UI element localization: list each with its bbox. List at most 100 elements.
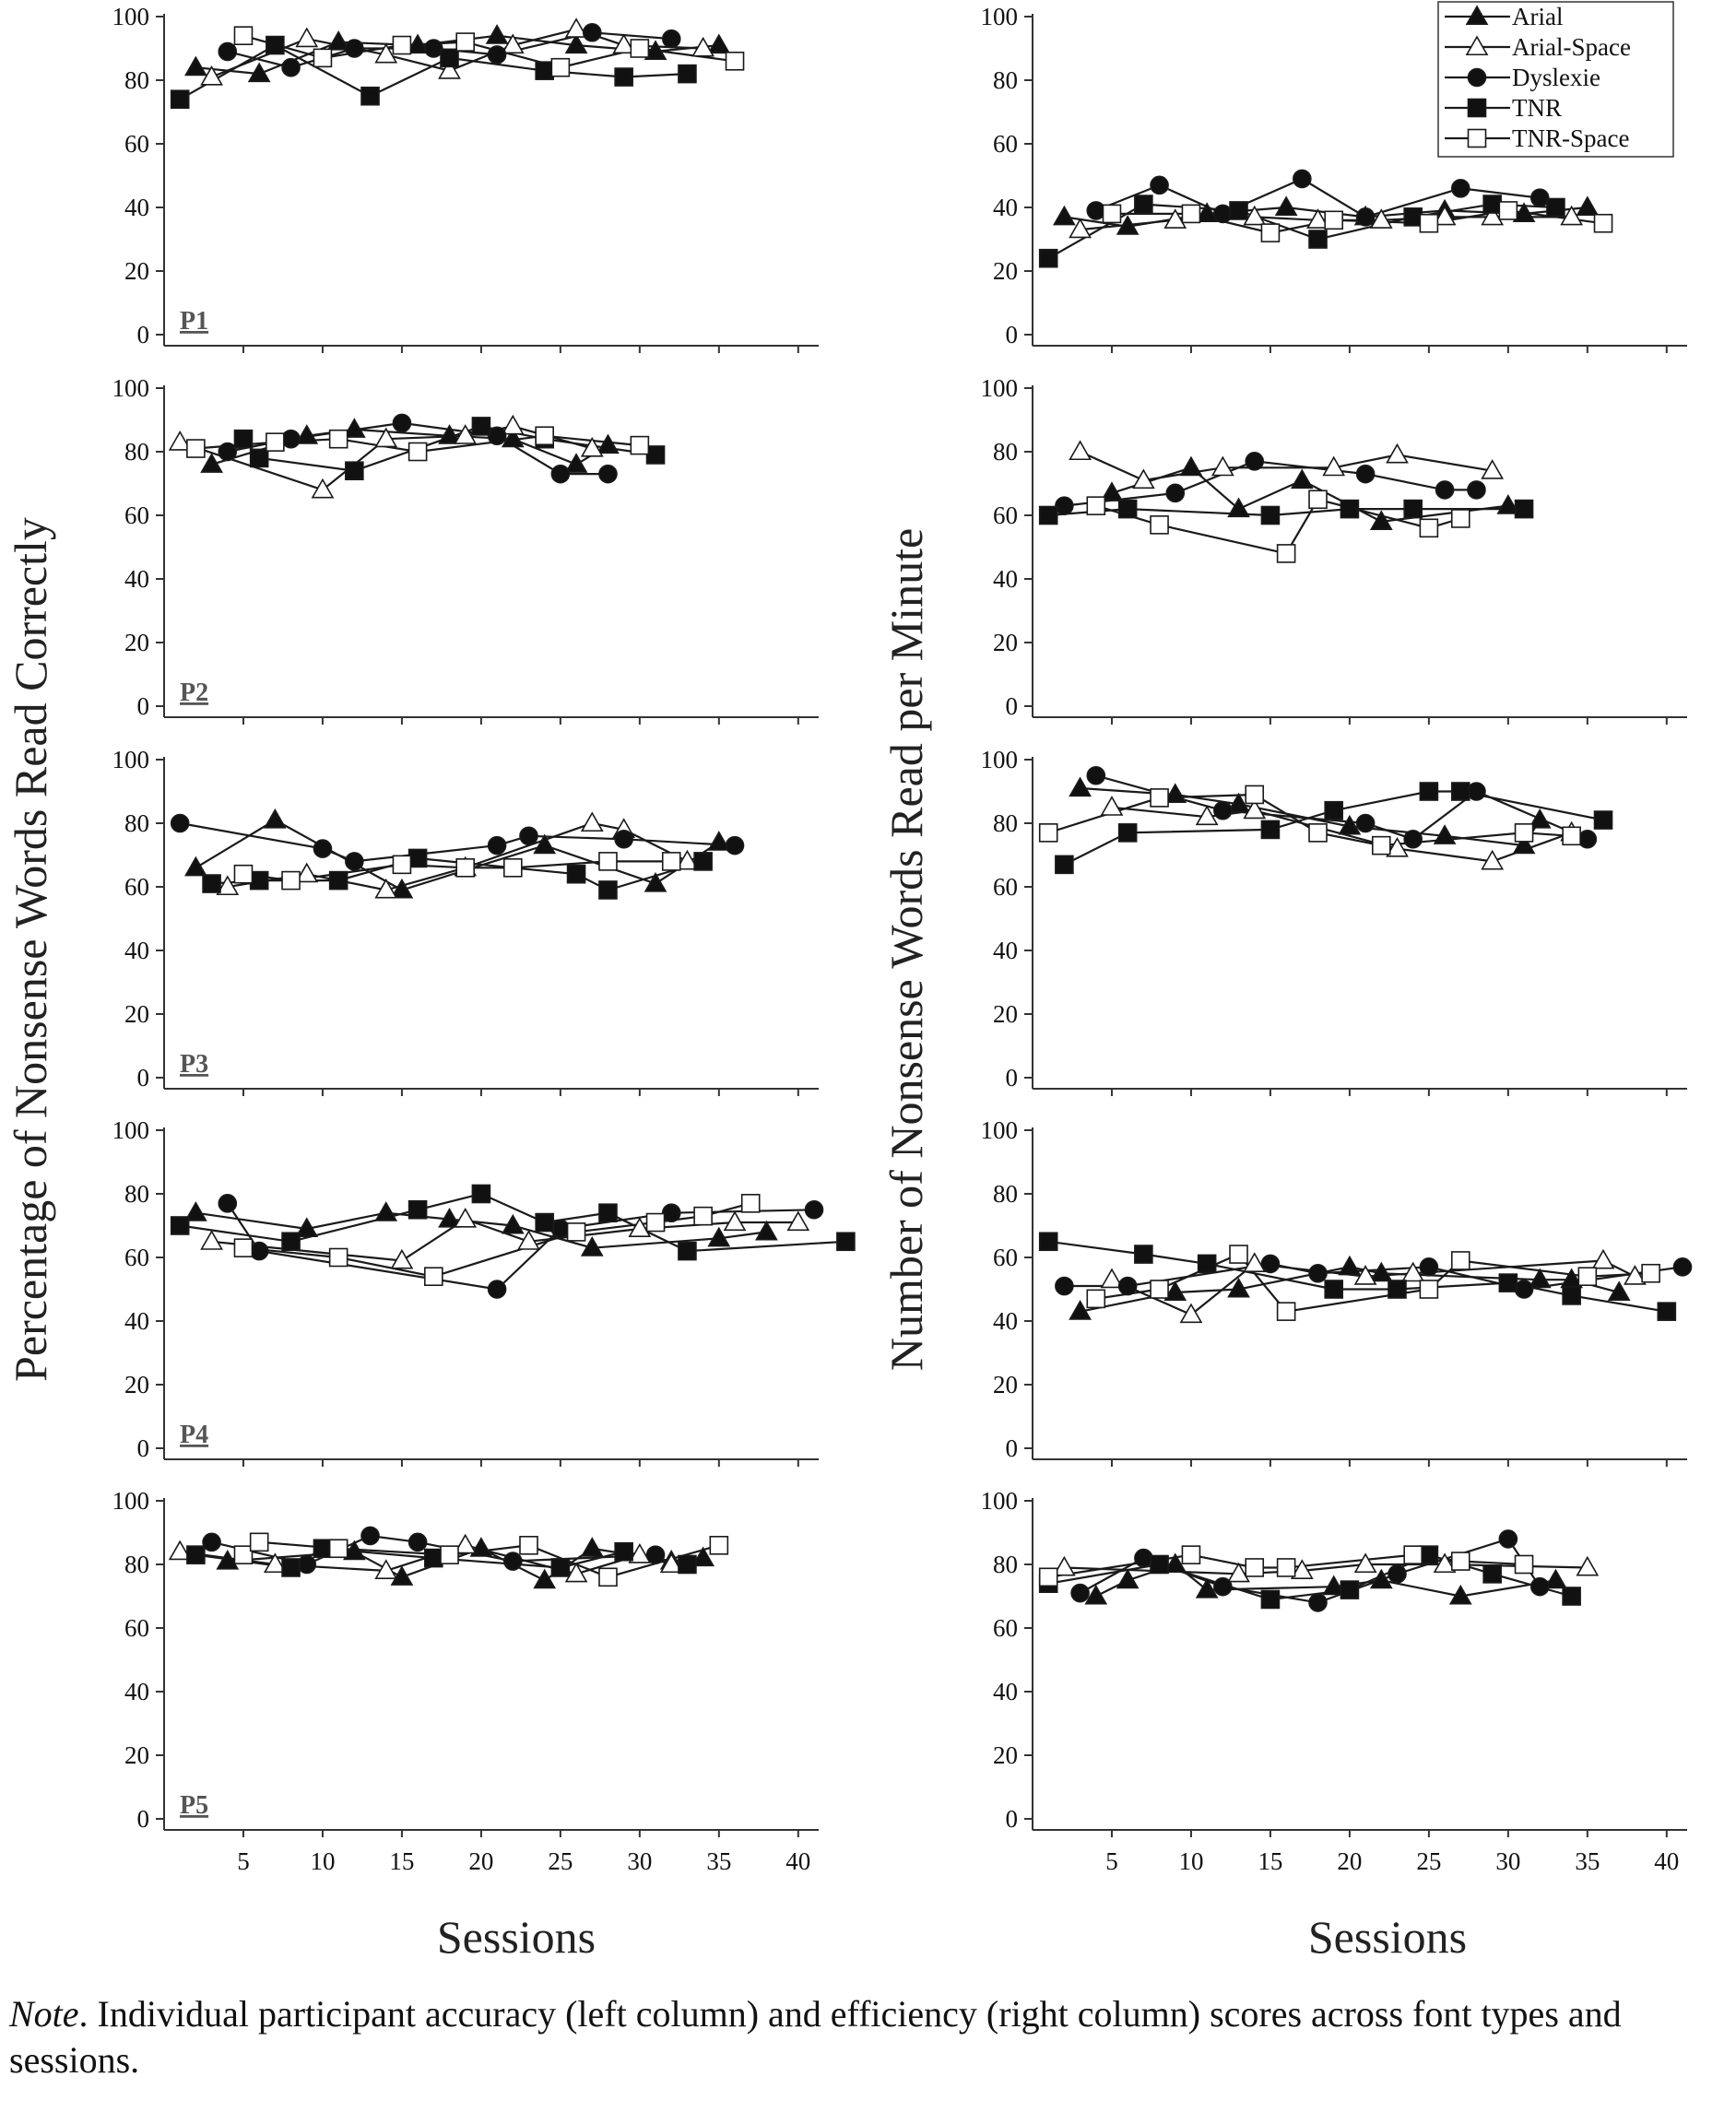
- data-point-arial-space: [390, 1248, 414, 1269]
- figure-caption: Note. Individual participant accuracy (l…: [9, 1991, 1727, 2083]
- data-point-arial-space: [1243, 1252, 1267, 1272]
- data-point-tnr-space: [693, 1206, 713, 1226]
- data-point-tnr: [1482, 1564, 1502, 1584]
- data-point-arial-space: [1386, 442, 1409, 464]
- data-point-tnr: [1593, 810, 1613, 830]
- data-point-tnr: [566, 864, 586, 884]
- data-point-dyslexie: [313, 839, 333, 858]
- data-point-tnr-space: [1276, 1558, 1296, 1577]
- data-point-tnr-space: [709, 1536, 729, 1555]
- x-tick-label: 20: [468, 1847, 493, 1875]
- y-tick-label: 80: [993, 809, 1018, 837]
- data-point-arial: [1512, 202, 1536, 222]
- data-point-tnr-space: [186, 439, 206, 458]
- data-point-arial-space: [295, 862, 319, 883]
- data-point-tnr: [1197, 1254, 1217, 1274]
- series-line-tnr-space: [1095, 1253, 1651, 1313]
- data-point-tnr: [1260, 820, 1281, 840]
- data-point-arial: [1512, 833, 1536, 855]
- data-point-arial: [644, 40, 667, 60]
- y-tick-label: 40: [124, 194, 149, 221]
- x-tick-label: 25: [548, 1847, 573, 1875]
- data-point-tnr-space: [1150, 1280, 1169, 1299]
- data-point-arial-space: [1386, 836, 1409, 857]
- y-tick-label: 60: [124, 1614, 149, 1642]
- data-point-dyslexie: [218, 1194, 238, 1213]
- data-point-tnr: [1038, 248, 1058, 268]
- data-point-dyslexie: [1293, 169, 1312, 189]
- data-point-tnr-space: [1450, 509, 1470, 528]
- data-point-arial: [342, 1540, 366, 1561]
- data-point-arial: [1369, 1261, 1393, 1282]
- data-point-dyslexie: [645, 1545, 666, 1564]
- data-point-tnr-space: [1229, 1245, 1248, 1264]
- data-point-arial-space: [374, 427, 398, 448]
- data-point-tnr: [1324, 800, 1344, 820]
- data-point-tnr-space: [1498, 201, 1518, 220]
- data-point-arial: [1163, 783, 1187, 804]
- data-point-dyslexie: [804, 1199, 824, 1220]
- y-tick-label: 20: [993, 1741, 1018, 1769]
- data-point-tnr: [1657, 1302, 1677, 1321]
- data-point-tnr: [678, 1241, 697, 1261]
- data-point-arial-space: [1195, 805, 1219, 826]
- y-tick-label: 60: [993, 130, 1018, 158]
- data-point-arial: [707, 1226, 731, 1247]
- data-point-tnr: [424, 1548, 443, 1568]
- panel-label: P2: [180, 678, 208, 707]
- y-tick-label: 0: [137, 692, 150, 720]
- data-point-tnr-space: [440, 1545, 459, 1564]
- data-point-tnr-space: [740, 1194, 761, 1213]
- data-point-arial: [1496, 494, 1520, 514]
- data-point-tnr: [407, 848, 428, 868]
- y-tick-label: 0: [1006, 1064, 1019, 1091]
- data-point-tnr: [281, 1558, 301, 1577]
- data-point-tnr-space: [502, 857, 523, 878]
- data-point-arial: [1053, 205, 1076, 226]
- data-point-dyslexie: [1388, 1564, 1407, 1584]
- data-point-arial: [469, 1537, 493, 1557]
- data-point-tnr: [1038, 505, 1058, 525]
- data-point-arial: [406, 33, 430, 54]
- data-point-tnr: [1562, 1286, 1581, 1305]
- data-point-dyslexie: [1308, 1593, 1328, 1612]
- data-point-arial: [326, 29, 350, 51]
- y-tick-label: 0: [137, 321, 150, 348]
- data-point-arial: [1163, 1280, 1187, 1301]
- data-point-arial-space: [1353, 1552, 1377, 1574]
- data-point-tnr: [535, 1212, 554, 1233]
- data-point-tnr-space: [1245, 785, 1265, 805]
- y-tick-label: 80: [993, 1551, 1018, 1578]
- data-point-arial: [184, 1201, 207, 1221]
- data-point-dyslexie: [170, 813, 190, 833]
- data-point-arial-space: [454, 424, 478, 444]
- data-point-tnr-space: [424, 1267, 443, 1286]
- data-point-arial-space: [612, 33, 636, 54]
- data-point-arial: [184, 55, 207, 77]
- series-line-arial-space: [1080, 450, 1493, 482]
- data-point-arial: [564, 453, 588, 473]
- y-tick-label: 80: [124, 1180, 149, 1208]
- legend-marker-arial-space: [1465, 35, 1489, 56]
- data-point-dyslexie: [281, 429, 301, 449]
- data-point-dyslexie: [598, 464, 618, 484]
- panel-p4-efficiency: 0 20 40 60 80 100: [981, 1116, 1693, 1467]
- y-tick-label: 20: [993, 257, 1018, 285]
- data-point-arial: [691, 1546, 715, 1567]
- data-point-arial-space: [1481, 205, 1505, 226]
- series-line-tnr: [1048, 1240, 1667, 1313]
- data-point-dyslexie: [1213, 800, 1233, 820]
- data-point-arial-space: [723, 1210, 747, 1232]
- y-tick-label: 40: [993, 194, 1018, 221]
- data-point-tnr-space: [1308, 490, 1328, 510]
- data-point-dyslexie: [1134, 1548, 1153, 1568]
- data-point-tnr-space: [407, 442, 428, 462]
- data-point-tnr: [1403, 207, 1423, 227]
- data-point-arial: [533, 1568, 557, 1589]
- series-line-dyslexie: [1095, 774, 1588, 841]
- data-point-tnr: [645, 445, 666, 465]
- data-point-arial-space: [1069, 440, 1092, 461]
- data-point-tnr-space: [233, 864, 254, 884]
- y-tick-label: 60: [124, 873, 149, 901]
- panel-label: P4: [180, 1421, 208, 1449]
